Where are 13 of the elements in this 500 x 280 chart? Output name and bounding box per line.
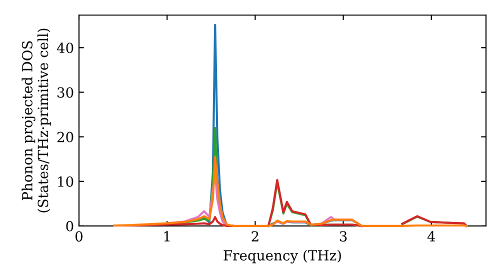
y-tick-label: 20: [57, 132, 74, 142]
x-tick-label: 1: [164, 231, 170, 242]
y-tick-label: 10: [58, 176, 74, 187]
y-tick-label: 40: [56, 42, 74, 54]
y-tick-label: 30: [58, 87, 74, 98]
x-tick-label: 2: [252, 231, 258, 242]
x-axis-title: Frequency (THz): [224, 250, 341, 264]
y-axis-title: Phonon projected DOS (States/THz·primitive cell): [22, 28, 51, 212]
line-series: [113, 156, 468, 228]
x-tick-label: 3: [340, 231, 347, 242]
x-tick-label: 4: [427, 231, 436, 242]
y-tick-label: 0: [66, 220, 74, 232]
x-tick-label: 0: [75, 231, 82, 242]
